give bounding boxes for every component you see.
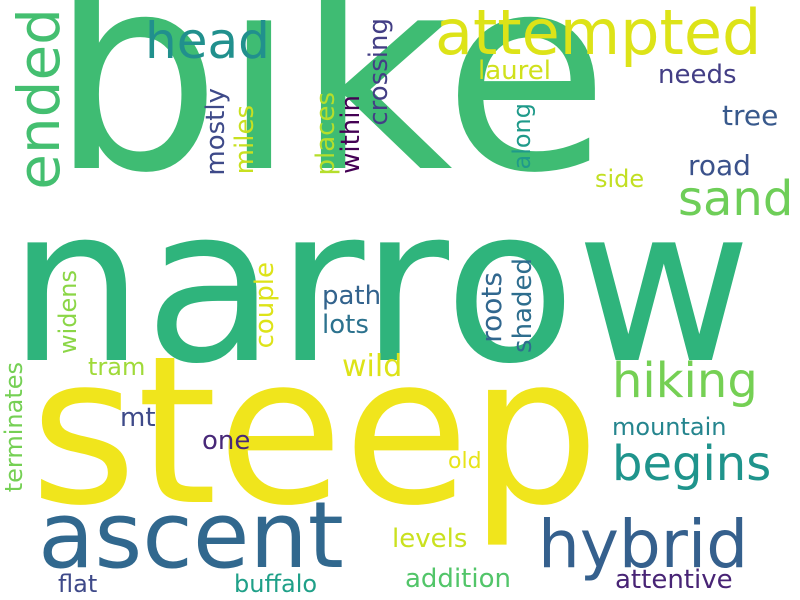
word-attentive: attentive <box>615 565 733 595</box>
word-begins: begins <box>612 436 772 492</box>
word-flat: flat <box>58 570 98 598</box>
word-terminates: terminates <box>0 362 28 493</box>
word-attempted: attempted <box>435 0 762 69</box>
word-tree: tree <box>722 99 779 132</box>
word-bike: bike <box>50 0 610 232</box>
word-one: one <box>202 426 251 456</box>
word-tram: tram <box>88 353 146 381</box>
word-addition: addition <box>405 564 511 594</box>
word-ascent: ascent <box>38 482 344 589</box>
word-old: old <box>448 449 482 474</box>
word-shaded: shaded <box>508 258 538 353</box>
word-needs: needs <box>658 60 737 90</box>
word-ended: ended <box>5 8 73 190</box>
word-couple: couple <box>250 262 280 349</box>
word-head: head <box>145 12 270 70</box>
word-laurel: laurel <box>478 56 551 86</box>
word-widens: widens <box>54 270 82 355</box>
word-mt: mt <box>120 403 156 433</box>
word-road: road <box>688 149 751 182</box>
word-path: path <box>322 281 382 311</box>
word-miles: miles <box>230 105 260 175</box>
word-mountain: mountain <box>612 413 727 441</box>
word-places: places <box>311 92 341 176</box>
word-wild: wild <box>342 349 403 384</box>
word-lots: lots <box>322 310 369 340</box>
word-along: along <box>508 103 536 170</box>
word-crossing: crossing <box>364 18 394 126</box>
word-hiking: hiking <box>612 353 758 409</box>
word-within: within <box>336 95 366 174</box>
word-hybrid: hybrid <box>538 506 749 583</box>
word-roots: roots <box>475 272 508 343</box>
word-sand: sand <box>678 171 794 227</box>
word-levels: levels <box>392 524 468 554</box>
word-buffalo: buffalo <box>234 570 318 598</box>
word-narrow: narrow <box>8 160 752 411</box>
word-mostly: mostly <box>201 88 231 176</box>
word-steep: steep <box>30 313 600 551</box>
word-side: side <box>595 165 645 193</box>
